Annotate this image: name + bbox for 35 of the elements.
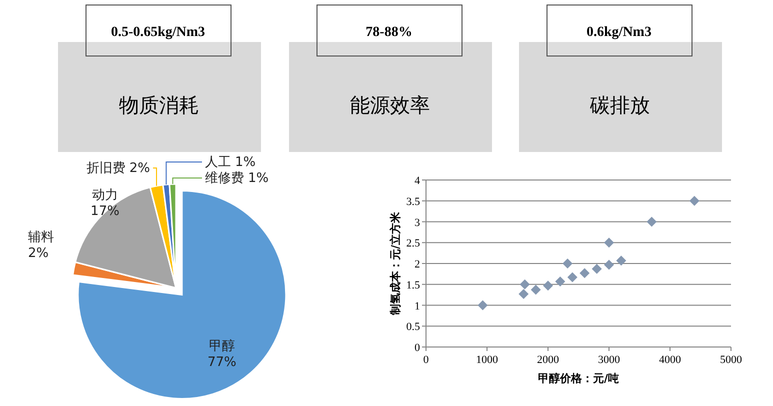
slice-label: 辅料	[28, 230, 54, 245]
text: 0.5-0.65kg/Nm3	[110, 25, 206, 40]
slice-label: 折旧费	[86, 161, 126, 176]
data-label: 2%	[28, 246, 49, 261]
slice-label: 动力	[92, 188, 118, 203]
y-tick-label: 3.5	[406, 196, 420, 208]
y-tick-label: 1	[414, 300, 420, 312]
data-label: 77%	[208, 354, 236, 370]
data-label: 2%	[129, 161, 150, 176]
x-tick-label: 3000	[598, 354, 620, 366]
y-tick-label: 0.5	[406, 321, 420, 334]
y-tick-label: 2	[414, 258, 420, 270]
y-tick-label: 0	[414, 342, 420, 354]
x-tick-label: 4000	[659, 354, 682, 366]
category-label: 能源效率	[350, 93, 430, 117]
slice-label: 甲醇	[208, 338, 235, 354]
data-label: 1%	[235, 155, 256, 170]
slice-label: 人工	[205, 155, 231, 170]
x-axis-title: 甲醇价格：元/吨	[538, 372, 620, 385]
slice-label: 维修费	[205, 171, 244, 186]
x-tick-label: 0	[423, 354, 430, 366]
text: 78-88%	[366, 25, 412, 40]
category-label: 碳排放	[589, 93, 650, 117]
x-tick-label: 1000	[476, 354, 498, 366]
text: 0.6kg/Nm3	[586, 25, 652, 40]
category-label: 物质消耗	[119, 93, 199, 117]
x-tick-label: 5000	[720, 354, 742, 366]
y-axis-title: 制氢成本：元/立方米	[389, 211, 402, 316]
x-tick-label: 2000	[537, 354, 560, 366]
y-tick-label: 2.5	[406, 238, 420, 250]
y-tick-label: 4	[414, 175, 420, 187]
y-tick-label: 3	[414, 216, 420, 229]
data-label: 17%	[90, 204, 120, 219]
y-tick-label: 1.5	[406, 279, 420, 292]
data-label: 1%	[248, 171, 269, 186]
